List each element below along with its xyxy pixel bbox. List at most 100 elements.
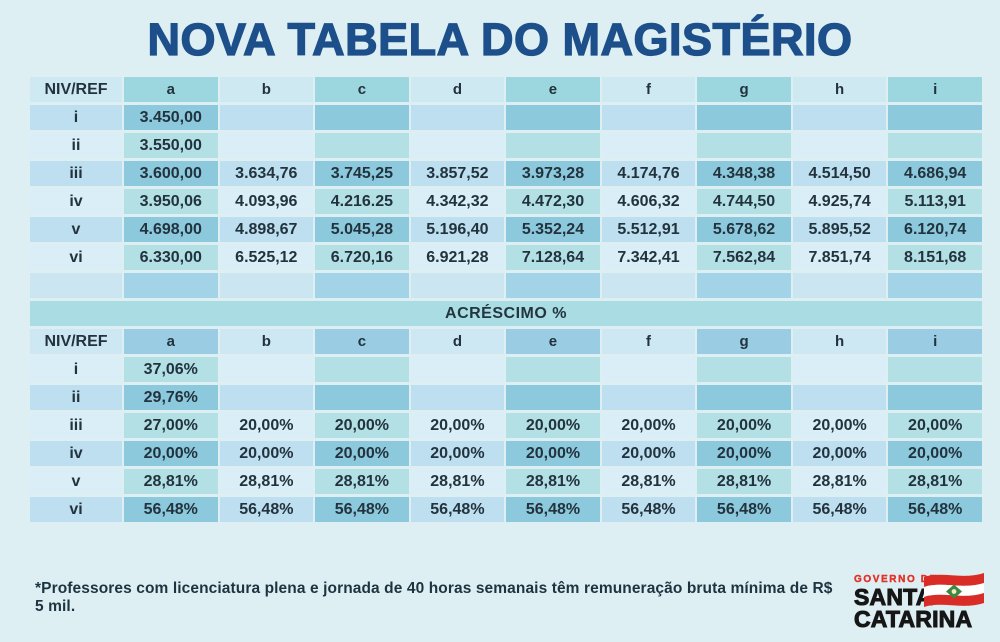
spacer-cell	[30, 273, 122, 298]
value-cell	[315, 133, 409, 158]
value-cell: 7.562,84	[697, 245, 791, 270]
value-cell: 28,81%	[792, 469, 887, 494]
value-cell	[697, 133, 791, 158]
value-cell: 56,48%	[888, 497, 982, 522]
table-row: vi 56,48% 56,48% 56,48% 56,48% 56,48% 56,48% 56…	[30, 497, 982, 522]
value-cell: 20,00%	[792, 413, 887, 438]
value-cell: 27,00%	[124, 413, 218, 438]
value-cell: 20,00%	[697, 413, 791, 438]
value-cell	[315, 357, 409, 382]
value-cell: 5.196,40	[410, 217, 505, 242]
magisterio-table: NIV/REF a b c d e f g h i i 3.450,00 ii 3.550,00 iii 3.…	[28, 74, 984, 525]
value-cell	[888, 133, 982, 158]
value-cell	[888, 105, 982, 130]
footer: *Professores com licenciatura plena e jo…	[0, 572, 1000, 642]
value-cell: 4.093,96	[219, 189, 314, 214]
column-header-cell: a	[124, 329, 218, 354]
value-cell	[792, 385, 887, 410]
spacer-cell	[219, 273, 314, 298]
value-cell: 56,48%	[124, 497, 218, 522]
value-cell: 4.898,67	[219, 217, 314, 242]
column-header-cell: h	[792, 77, 887, 102]
row-label: iii	[30, 413, 122, 438]
spacer-cell	[315, 273, 409, 298]
value-cell: 4.514,50	[792, 161, 887, 186]
column-header-cell: d	[410, 329, 505, 354]
value-cell: 3.950,06	[124, 189, 218, 214]
value-cell: 28,81%	[506, 469, 600, 494]
value-cell	[219, 133, 314, 158]
govsc-logo: GOVERNO DE SANTA CATARINA	[854, 573, 984, 632]
value-cell: 20,00%	[506, 441, 600, 466]
logo-catarina-label: CATARINA	[854, 605, 973, 632]
value-cell	[792, 105, 887, 130]
value-cell: 5.113,91	[888, 189, 982, 214]
value-cell: 3.550,00	[124, 133, 218, 158]
value-cell: 4.472,30	[506, 189, 600, 214]
value-cell: 56,48%	[219, 497, 314, 522]
value-cell: 56,48%	[697, 497, 791, 522]
value-cell: 56,48%	[792, 497, 887, 522]
corner-header-cell: NIV/REF	[30, 329, 122, 354]
spacer-cell	[888, 273, 982, 298]
value-cell: 5.512,91	[601, 217, 696, 242]
value-cell	[506, 385, 600, 410]
value-cell	[506, 105, 600, 130]
value-cell: 5.678,62	[697, 217, 791, 242]
value-cell	[697, 357, 791, 382]
spacer-cell	[792, 273, 887, 298]
column-header-cell: b	[219, 77, 314, 102]
value-cell: 4.606,32	[601, 189, 696, 214]
value-cell	[792, 357, 887, 382]
value-cell	[219, 385, 314, 410]
column-header-cell: b	[219, 329, 314, 354]
column-header-cell: g	[697, 329, 791, 354]
value-cell: 4.744,50	[697, 189, 791, 214]
value-cell: 20,00%	[601, 413, 696, 438]
table-row: ii 3.550,00	[30, 133, 982, 158]
row-label: vi	[30, 245, 122, 270]
acrescimo-band: ACRÉSCIMO %	[30, 301, 982, 326]
value-cell: 20,00%	[888, 413, 982, 438]
column-header-cell: i	[888, 329, 982, 354]
value-cell: 3.450,00	[124, 105, 218, 130]
value-cell	[410, 357, 505, 382]
value-cell: 4.686,94	[888, 161, 982, 186]
table-row: iv 3.950,06 4.093,96 4.216.25 4.342,32 4.472,…	[30, 189, 982, 214]
column-header-cell: c	[315, 329, 409, 354]
value-cell	[601, 385, 696, 410]
page: NOVA TABELA DO MAGISTÉRIO NIV/REF a b c d e f g…	[0, 13, 1000, 631]
value-cell: 4.925,74	[792, 189, 887, 214]
row-label: i	[30, 105, 122, 130]
value-cell: 20,00%	[888, 441, 982, 466]
column-header-cell: e	[506, 329, 600, 354]
value-cell: 20,00%	[315, 413, 409, 438]
row-label: ii	[30, 385, 122, 410]
value-cell: 37,06%	[124, 357, 218, 382]
value-cell: 7.342,41	[601, 245, 696, 270]
value-cell: 5.895,52	[792, 217, 887, 242]
logo-governo-de-label: GOVERNO DE	[854, 574, 938, 586]
value-cell: 4.348,38	[697, 161, 791, 186]
column-header-cell: c	[315, 77, 409, 102]
value-cell: 28,81%	[124, 469, 218, 494]
table-row: iii 27,00% 20,00% 20,00% 20,00% 20,00% 20,00% 2…	[30, 413, 982, 438]
value-cell	[697, 105, 791, 130]
value-cell: 56,48%	[410, 497, 505, 522]
value-cell: 20,00%	[792, 441, 887, 466]
spacer-cell	[410, 273, 505, 298]
value-cell: 20,00%	[410, 441, 505, 466]
column-header-cell: f	[601, 77, 696, 102]
value-cell: 28,81%	[315, 469, 409, 494]
value-cell: 7.128,64	[506, 245, 600, 270]
value-cell	[601, 133, 696, 158]
value-cell: 3.973,28	[506, 161, 600, 186]
value-cell: 28,81%	[697, 469, 791, 494]
value-cell: 20,00%	[124, 441, 218, 466]
santa-catarina-flag-icon	[924, 573, 984, 608]
value-cell: 3.634,76	[219, 161, 314, 186]
acrescimo-band-label: ACRÉSCIMO %	[30, 301, 982, 326]
row-label: i	[30, 357, 122, 382]
table-row: v 28,81% 28,81% 28,81% 28,81% 28,81% 28,81% 28,…	[30, 469, 982, 494]
value-cell: 28,81%	[410, 469, 505, 494]
